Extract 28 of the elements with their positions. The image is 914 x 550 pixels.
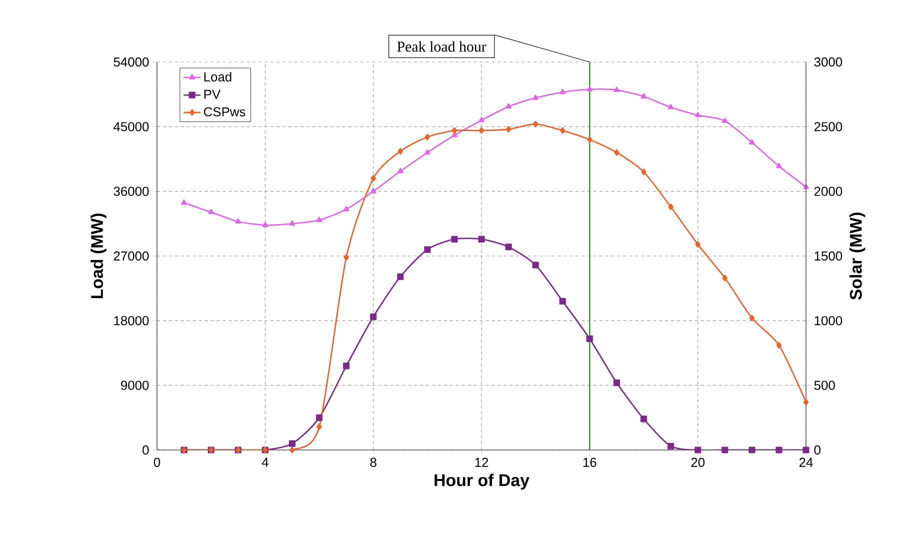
ref-line-label: Peak load hour bbox=[397, 41, 486, 52]
y-tick-label: 27000 bbox=[114, 251, 149, 261]
x-tick-label: 16 bbox=[583, 458, 596, 467]
y2-tick-label: 500 bbox=[814, 380, 835, 390]
x-tick-label: 4 bbox=[262, 458, 268, 467]
y2-tick-label: 0 bbox=[814, 445, 820, 455]
x-tick-label: 0 bbox=[154, 458, 160, 467]
y-tick-label: 9000 bbox=[121, 380, 149, 390]
y-tick-label: 54000 bbox=[114, 57, 149, 67]
y-tick-label: 18000 bbox=[114, 316, 149, 326]
legend-label: CSPws bbox=[204, 107, 246, 116]
x-tick-label: 12 bbox=[475, 458, 488, 467]
y-tick-label: 0 bbox=[142, 445, 149, 455]
y2-tick-label: 3000 bbox=[814, 57, 842, 67]
legend-label: PV bbox=[204, 90, 221, 99]
x-tick-label: 20 bbox=[691, 458, 705, 467]
y2-tick-label: 1000 bbox=[814, 316, 842, 326]
y-tick-label: 36000 bbox=[114, 186, 149, 196]
y-tick-label: 45000 bbox=[114, 122, 149, 132]
y2-axis-title: Solar (MW) bbox=[849, 212, 866, 300]
y-axis-title: Load (MW) bbox=[90, 214, 106, 298]
y2-tick-label: 1500 bbox=[814, 251, 842, 261]
x-tick-label: 24 bbox=[799, 458, 813, 467]
x-axis-title: Hour of Day bbox=[434, 474, 530, 490]
y2-tick-label: 2000 bbox=[814, 186, 842, 196]
x-tick-label: 8 bbox=[370, 458, 376, 467]
legend-label: Load bbox=[204, 72, 232, 82]
y2-tick-label: 2500 bbox=[814, 122, 842, 132]
